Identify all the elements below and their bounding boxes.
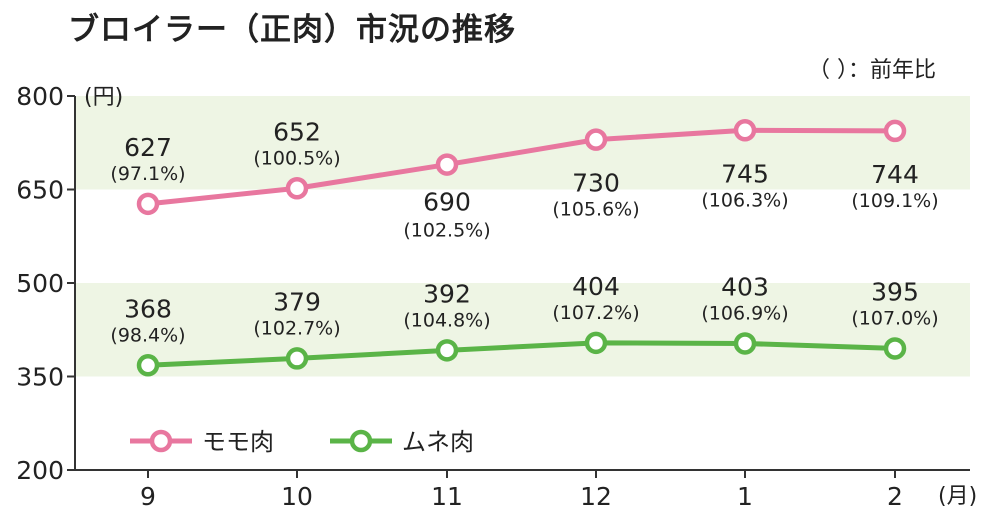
data-point-1-2 [438,341,456,359]
y-axis-unit: (円) [84,85,123,110]
data-point-1-4 [736,334,754,352]
data-point-1-5 [886,339,904,357]
data-point-1-0 [139,356,157,374]
value-label-0-0: 627 [124,133,172,162]
value-label-0-1: 652 [273,117,321,146]
value-label-0-5: 744 [871,160,919,189]
x-tick-label-2: 11 [431,482,463,511]
value-label-1-1: 379 [273,287,321,316]
yoy-label-1-5: (107.0%) [851,307,938,329]
y-tick-label-4: 800 [16,82,64,111]
yoy-label-1-3: (107.2%) [552,302,639,324]
yoy-label-0-5: (109.1%) [851,190,938,212]
yoy-label-1-2: (104.8%) [403,309,490,331]
yoy-label-0-2: (102.5%) [403,220,490,242]
value-label-1-2: 392 [423,279,471,308]
data-point-1-1 [288,349,306,367]
data-point-0-1 [288,179,306,197]
data-point-0-0 [139,195,157,213]
x-tick-label-0: 9 [140,482,156,511]
x-tick-label-1: 10 [281,482,313,511]
yoy-label-1-1: (102.7%) [253,317,340,339]
legend-marker-0 [152,432,170,450]
value-label-0-3: 730 [572,169,620,198]
y-tick-label-2: 500 [16,269,64,298]
y-tick-label-3: 650 [16,176,64,205]
data-point-0-4 [736,121,754,139]
data-point-1-3 [587,334,605,352]
legend-label-0: モモ肉 [202,428,274,456]
value-label-1-3: 404 [572,272,620,301]
yoy-label-0-4: (106.3%) [701,189,788,211]
x-tick-label-3: 12 [580,482,612,511]
y-tick-label-0: 200 [16,456,64,485]
value-label-1-0: 368 [124,294,172,323]
value-label-0-2: 690 [423,188,471,217]
value-label-1-4: 403 [721,272,769,301]
legend-marker-1 [352,432,370,450]
data-point-0-5 [886,122,904,140]
legend-label-1: ムネ肉 [402,428,474,456]
y-tick-label-1: 350 [16,363,64,392]
x-tick-label-5: 2 [887,482,903,511]
value-label-1-5: 395 [871,277,919,306]
yoy-label-0-3: (105.6%) [552,199,639,221]
yoy-label-0-0: (97.1%) [110,163,185,185]
value-label-0-4: 745 [721,159,769,188]
x-tick-label-4: 1 [737,482,753,511]
data-point-0-2 [438,156,456,174]
background-band-0 [75,96,970,190]
yoy-label-1-4: (106.9%) [701,302,788,324]
x-axis-unit: (月) [938,484,977,509]
yoy-label-0-1: (100.5%) [253,147,340,169]
data-point-0-3 [587,131,605,149]
yoy-label-1-0: (98.4%) [110,324,185,346]
